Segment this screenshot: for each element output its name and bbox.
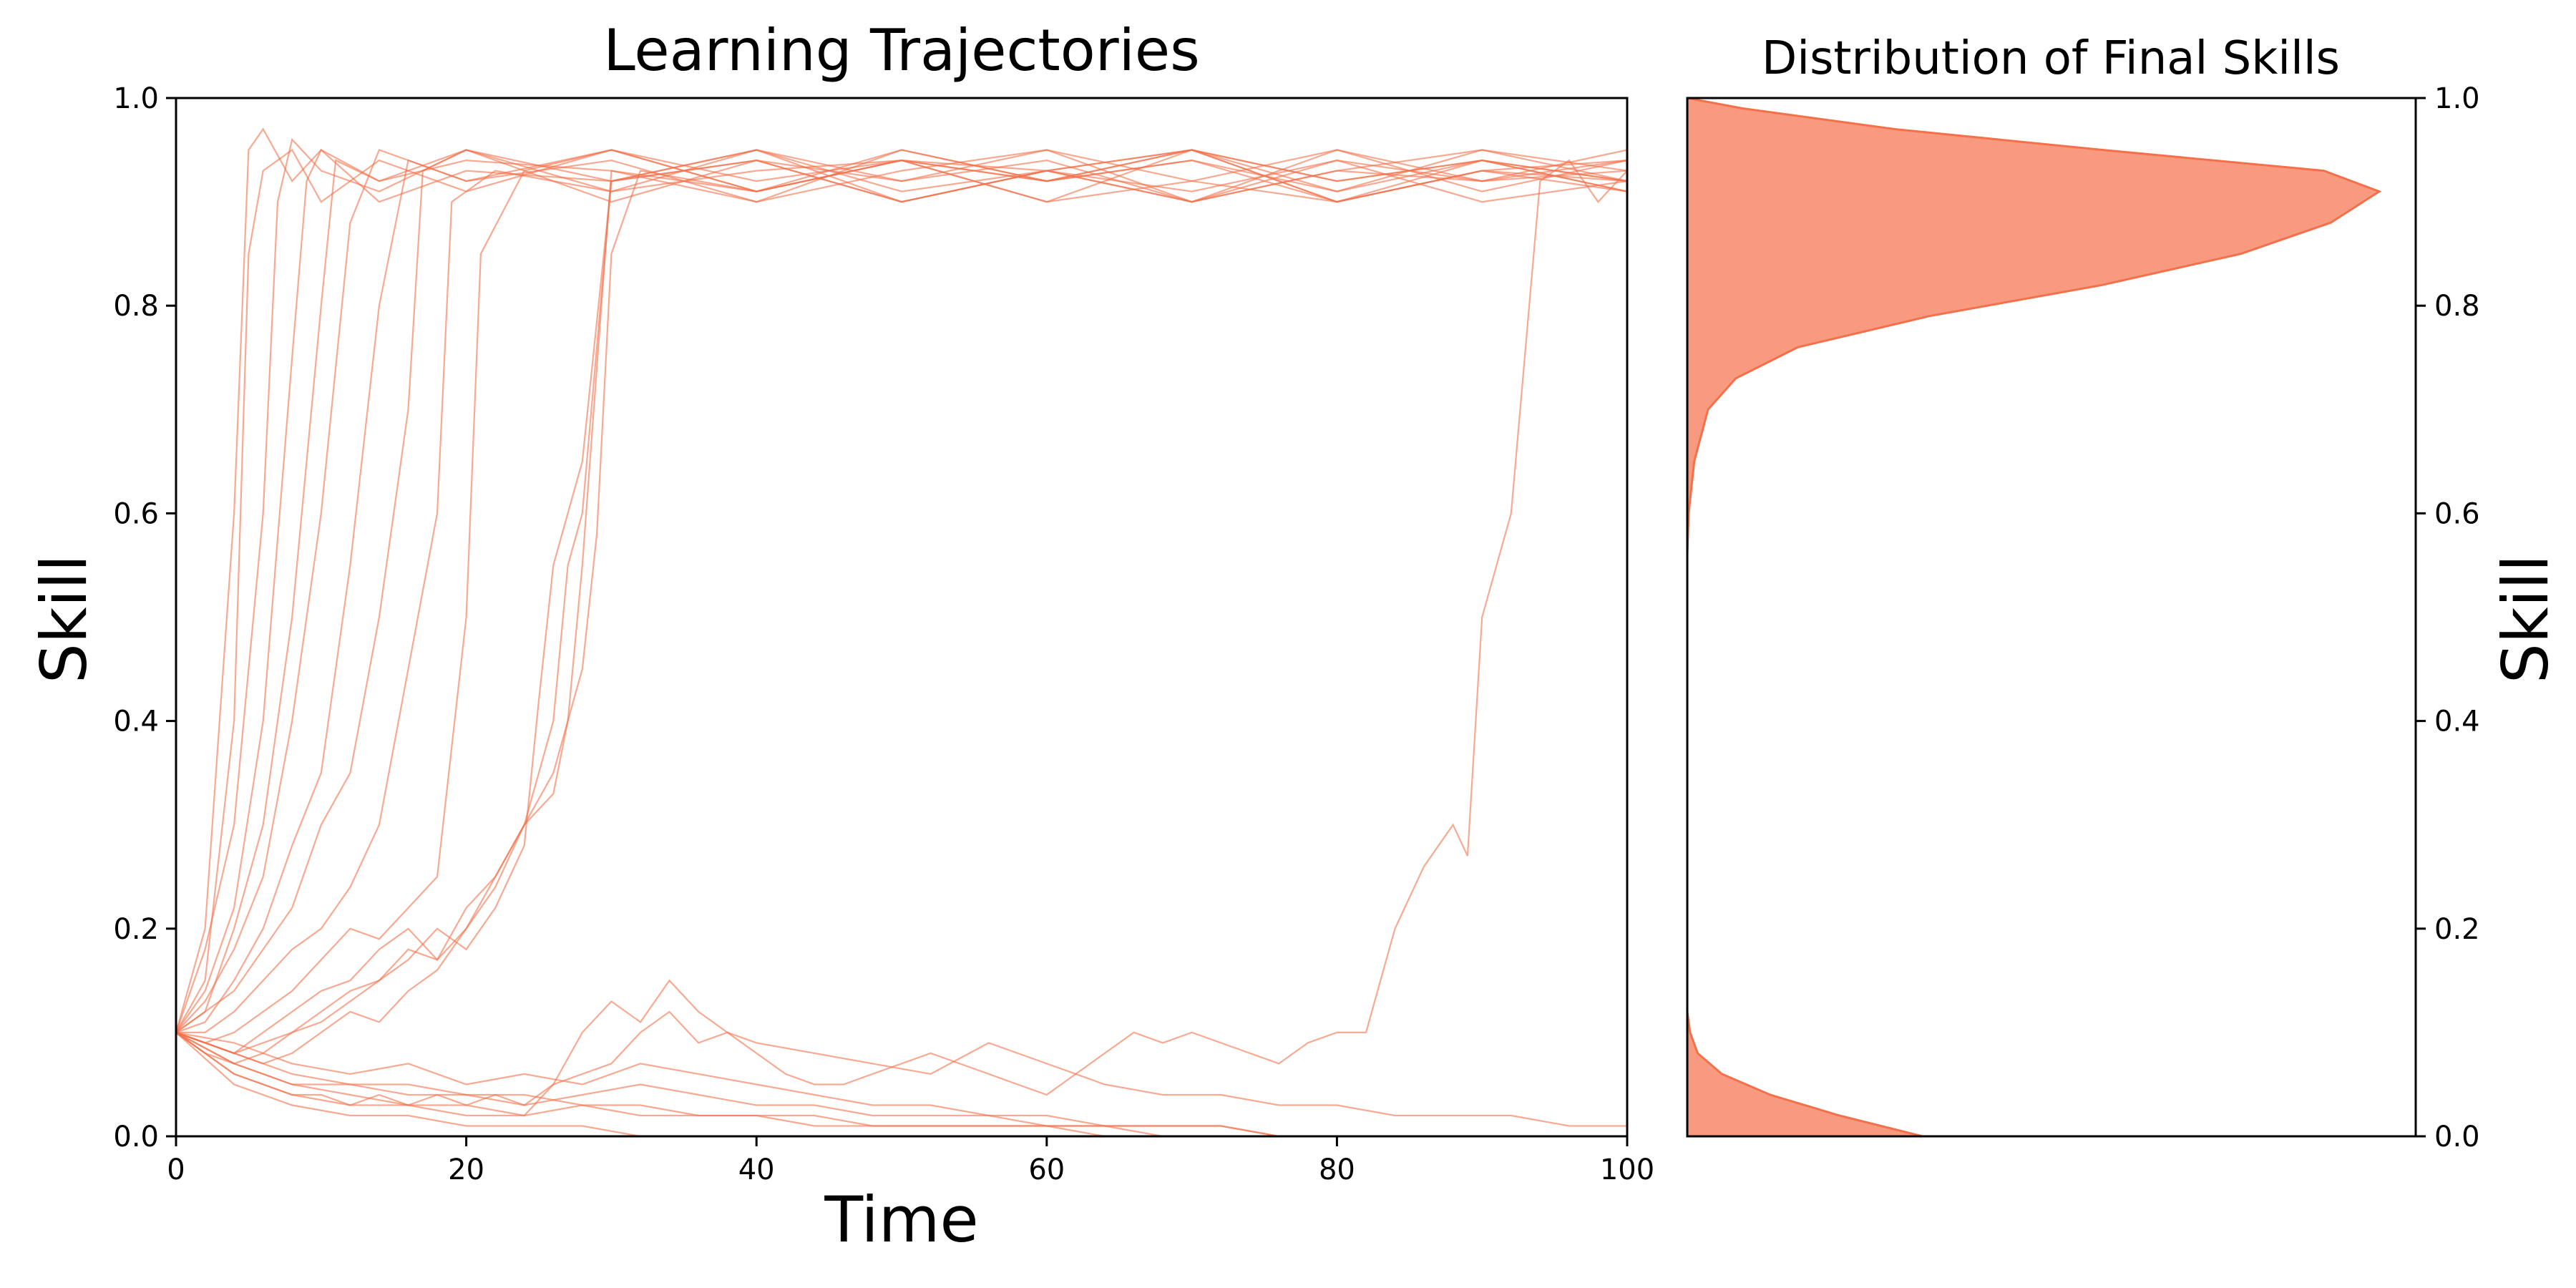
- y-tick-label: 1.0: [113, 82, 159, 115]
- trajectory-line: [175, 159, 1628, 1106]
- trajectory-line: [175, 149, 1628, 1033]
- y-tick-label: 0.8: [113, 290, 159, 323]
- trajectory-line: [175, 149, 1628, 1065]
- right-y-axis: 0.0 0.2 0.4 0.6 0.8 1.0: [2416, 82, 2480, 1153]
- trajectory-line: [175, 127, 1628, 1033]
- trajectory-line: [176, 149, 1628, 1034]
- y-tick-label: 1.0: [2434, 82, 2480, 115]
- y-tick-label: 0.0: [2434, 1121, 2480, 1153]
- left-y-axis-label: Skill: [27, 555, 101, 683]
- density-outline: [1686, 97, 2382, 1138]
- y-tick-label: 0.6: [2434, 497, 2480, 530]
- left-x-axis: 0 20 40 60 80 100: [167, 1136, 1654, 1186]
- y-tick-label: 0.2: [113, 913, 159, 946]
- trajectory-line: [175, 149, 1628, 1055]
- x-tick-label: 20: [448, 1153, 484, 1186]
- y-tick-label: 0.4: [2434, 706, 2480, 738]
- trajectory-line: [175, 149, 1628, 1033]
- trajectory-line: [175, 149, 1628, 1065]
- density-area: [1686, 97, 2382, 1138]
- x-tick-label: 0: [167, 1153, 185, 1186]
- density-fill: [1687, 98, 2379, 1136]
- x-tick-label: 60: [1028, 1153, 1065, 1186]
- y-tick-label: 0.0: [113, 1121, 159, 1153]
- y-tick-label: 0.4: [113, 706, 159, 738]
- trajectory-line: [175, 1031, 1627, 1138]
- trajectory-line: [175, 149, 1628, 1033]
- x-tick-label: 40: [738, 1153, 775, 1186]
- right-plot-frame: [1686, 97, 2417, 1138]
- trajectory-line: [175, 148, 1628, 1033]
- trajectory-line: [175, 979, 1627, 1127]
- y-tick-label: 0.6: [113, 497, 159, 530]
- left-chart-title: Learning Trajectories: [603, 17, 1200, 84]
- x-tick-label: 80: [1319, 1153, 1355, 1186]
- trajectory-line: [175, 148, 1628, 1033]
- trajectory-lines: [175, 127, 1628, 1138]
- y-tick-label: 0.8: [2434, 290, 2480, 323]
- right-chart-title: Distribution of Final Skills: [1762, 32, 2340, 85]
- left-y-axis: 0.0 0.2 0.4 0.6 0.8 1.0: [113, 82, 176, 1153]
- final-skill-distribution-chart: Distribution of Final Skills 0.00.20.40.…: [1686, 32, 2562, 1153]
- y-tick-label: 0.2: [2434, 913, 2480, 946]
- left-plot-frame: [175, 97, 1629, 1138]
- trajectory-line: [175, 149, 1628, 1044]
- left-x-axis-label: Time: [824, 1183, 978, 1257]
- x-tick-label: 100: [1600, 1153, 1654, 1186]
- trajectory-line: [175, 149, 1628, 1055]
- trajectory-line: [175, 149, 1628, 1033]
- learning-trajectories-chart: Learning Trajectories 0 20 40 60 80 100 0.00.…: [27, 17, 1654, 1257]
- right-y-axis-label: Skill: [2489, 555, 2562, 683]
